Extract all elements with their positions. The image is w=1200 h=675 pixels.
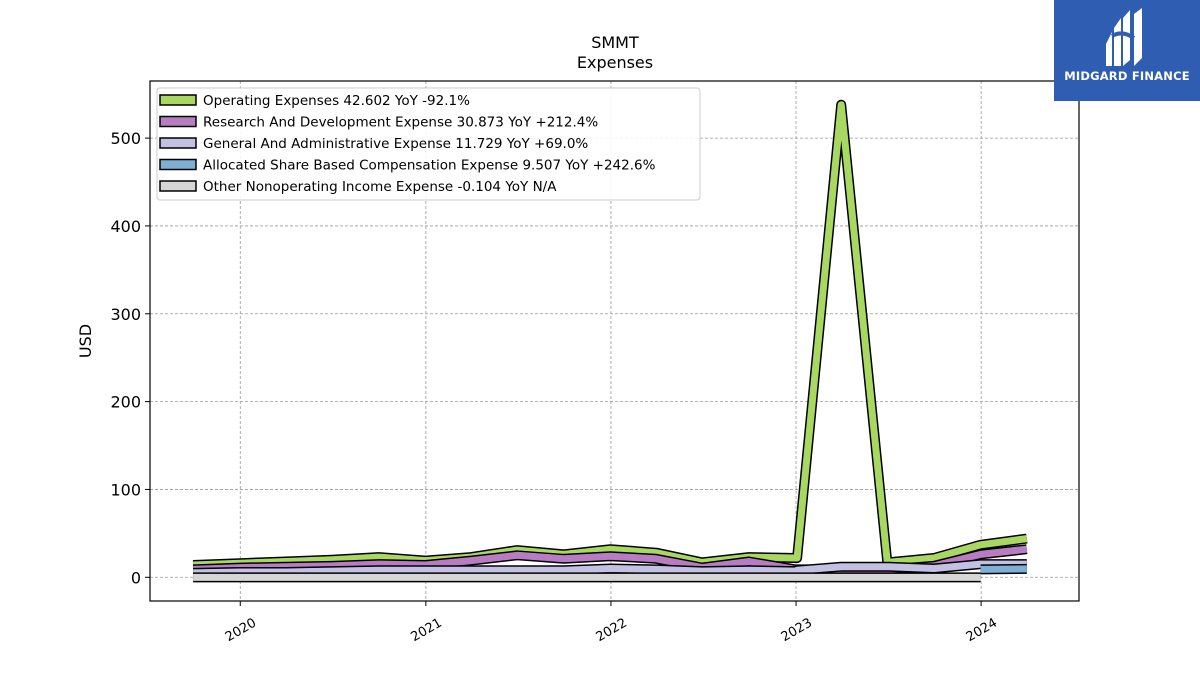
y-tick-label: 300 — [110, 305, 141, 324]
y-tick-label: 500 — [110, 129, 141, 148]
legend-box — [156, 87, 701, 201]
legend-swatch — [159, 94, 197, 106]
y-axis-label: USD — [76, 324, 95, 358]
x-tick-label: 2020 — [223, 616, 259, 646]
legend-swatch — [159, 180, 197, 192]
legend-swatch — [159, 137, 197, 149]
series-operating-expenses — [192, 99, 1028, 570]
brand-name: MIDGARD FINANCE — [1064, 69, 1190, 83]
chart-subtitle: Expenses — [577, 53, 653, 72]
x-tick-label: 2023 — [779, 616, 815, 646]
y-tick-label: 100 — [110, 480, 141, 499]
legend-entry: Operating Expenses 42.602 YoY -92.1% — [203, 93, 470, 109]
series-general-and-administrative-expense — [193, 559, 1027, 578]
plot-frame — [149, 80, 1080, 602]
legend: Operating Expenses 42.602 YoY -92.1% Rese… — [156, 87, 701, 201]
legend-swatch — [159, 158, 197, 171]
x-tick-label: 2024 — [964, 616, 1000, 646]
x-tick-label: 2022 — [594, 616, 630, 646]
series-line — [980, 565, 1027, 573]
midgard-logo-icon — [1106, 8, 1142, 66]
x-tick-label: 2021 — [409, 616, 445, 646]
legend-swatch — [159, 115, 197, 128]
legend-entry: General And Administrative Expense 11.72… — [203, 136, 588, 152]
brand-logo: MIDGARD FINANCE — [1054, 0, 1200, 101]
series-allocated-share-based-compensation-expense — [980, 563, 1027, 575]
series-line — [193, 560, 1027, 577]
y-tick-label: 400 — [110, 217, 141, 236]
y-tick-label: 0 — [131, 568, 141, 587]
chart-title: SMMT — [591, 33, 639, 52]
legend-entry: Other Nonoperating Income Expense -0.104… — [203, 179, 557, 195]
series-line — [192, 101, 1028, 569]
legend-entry: Allocated Share Based Compensation Expen… — [203, 158, 656, 174]
chart-title-group: SMMT Expenses — [577, 33, 653, 72]
y-tick-label: 200 — [110, 393, 141, 412]
legend-entry: Research And Development Expense 30.873 … — [203, 115, 598, 131]
series-layer — [192, 99, 1028, 583]
